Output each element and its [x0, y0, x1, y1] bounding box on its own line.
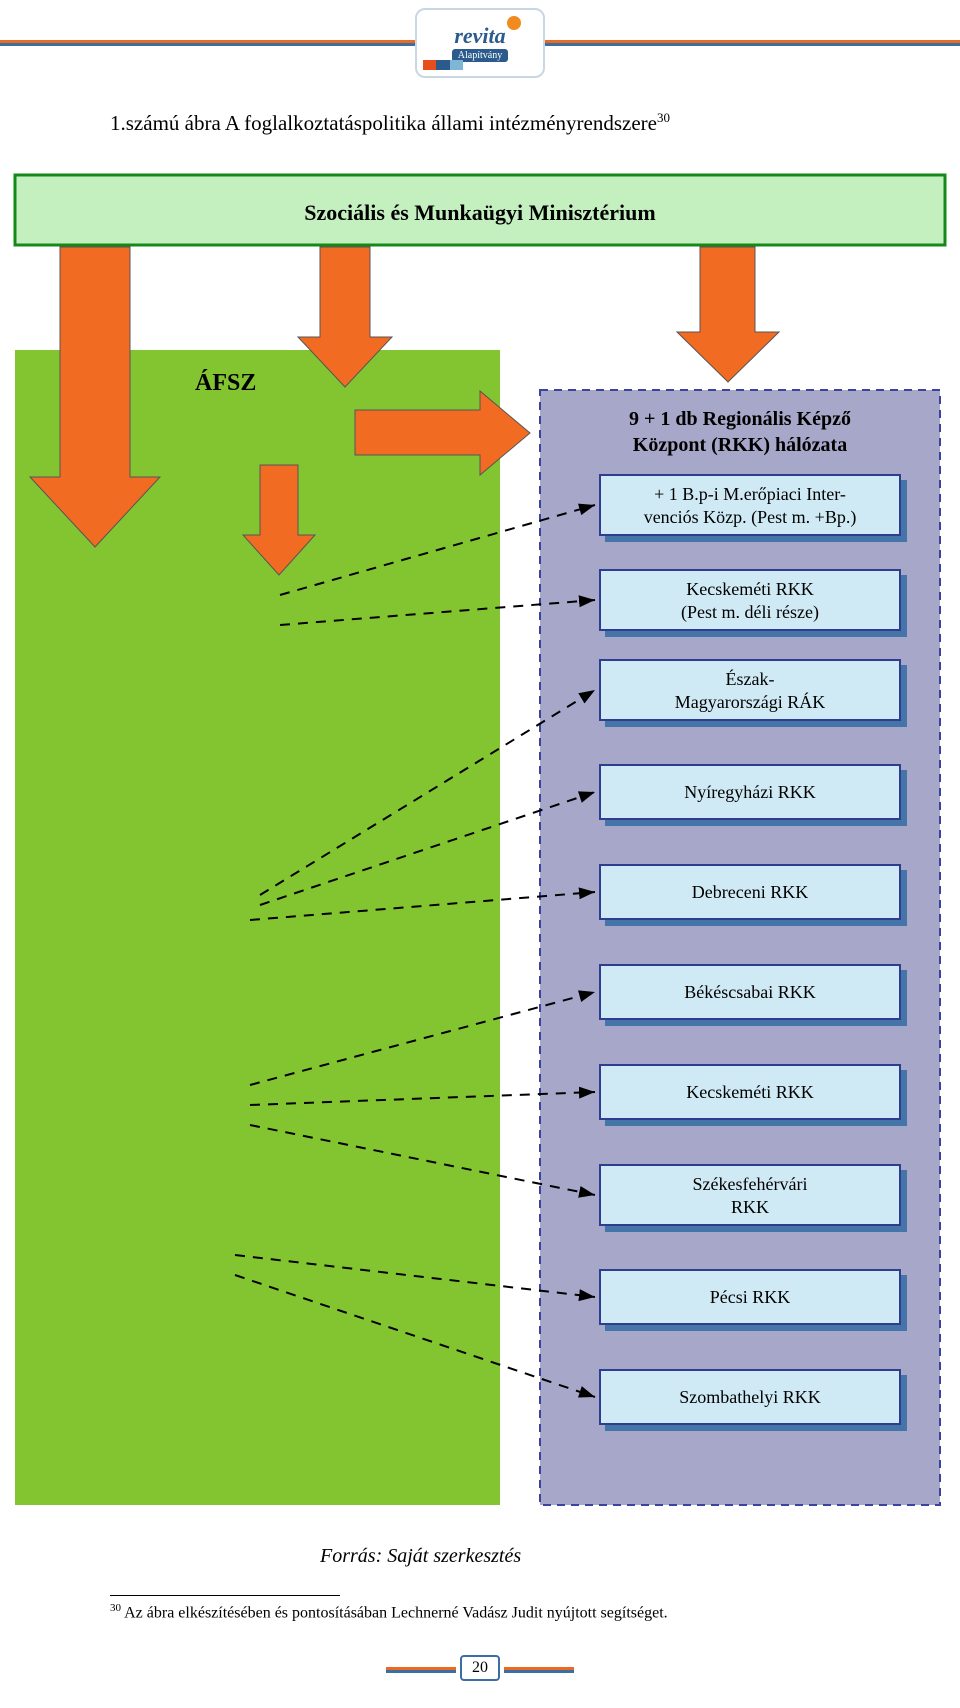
svg-text:Kecskeméti RKK: Kecskeméti RKK	[686, 1082, 813, 1102]
svg-text:Székesfehérvári: Székesfehérvári	[693, 1174, 808, 1194]
svg-text:Szombathelyi RKK: Szombathelyi RKK	[679, 1387, 821, 1407]
page-number: 20	[386, 1655, 574, 1681]
figure-caption: 1.számú ábra A foglalkoztatáspolitika ál…	[110, 110, 850, 136]
svg-text:RKK: RKK	[731, 1197, 769, 1217]
svg-text:venciós Közp. (Pest m. +Bp.): venciós Közp. (Pest m. +Bp.)	[644, 507, 857, 528]
afsz-label: ÁFSZ	[195, 370, 256, 396]
source-line: Forrás: Saját szerkesztés	[320, 1545, 521, 1568]
svg-text:Magyarországi RÁK: Magyarországi RÁK	[675, 691, 825, 712]
node-4: Debreceni RKK	[600, 865, 900, 919]
node-3: Nyíregyházi RKK	[600, 765, 900, 819]
node-9: Szombathelyi RKK	[600, 1370, 900, 1424]
svg-text:Észak-: Észak-	[726, 668, 775, 689]
svg-text:Debreceni RKK: Debreceni RKK	[692, 882, 808, 902]
svg-text:Békéscsabai RKK: Békéscsabai RKK	[684, 982, 815, 1002]
node-5: Békéscsabai RKK	[600, 965, 900, 1019]
node-0: + 1 B.p-i M.erőpiaci Inter- venciós Közp…	[600, 475, 900, 535]
footnote-rule	[110, 1595, 340, 1596]
arrow-ministry-to-network	[677, 247, 779, 382]
logo-badge: revita Alapítvány	[415, 8, 545, 78]
network-title-l1: 9 + 1 db Regionális Képző	[629, 408, 851, 430]
svg-text:(Pest m. déli része): (Pest m. déli része)	[681, 602, 819, 623]
svg-text:Kecskeméti RKK: Kecskeméti RKK	[686, 579, 813, 599]
node-7: Székesfehérvári RKK	[600, 1165, 900, 1225]
network-panel	[540, 390, 940, 1505]
org-diagram: Szociális és Munkaügyi Minisztérium ÁFSZ…	[0, 165, 960, 1530]
network-title-l2: Központ (RKK) hálózata	[633, 434, 847, 456]
node-2: Észak- Magyarországi RÁK	[600, 660, 900, 720]
svg-text:Pécsi RKK: Pécsi RKK	[710, 1287, 791, 1307]
node-1: Kecskeméti RKK (Pest m. déli része)	[600, 570, 900, 630]
svg-text:Nyíregyházi RKK: Nyíregyházi RKK	[684, 782, 815, 802]
logo-text: revita	[454, 25, 505, 47]
footnote: 30 Az ábra elkészítésében és pontosításá…	[110, 1602, 850, 1622]
node-6: Kecskeméti RKK	[600, 1065, 900, 1119]
node-8: Pécsi RKK	[600, 1270, 900, 1324]
ministry-label: Szociális és Munkaügyi Minisztérium	[304, 200, 655, 225]
svg-text:+ 1 B.p-i M.erőpiaci Inter-: + 1 B.p-i M.erőpiaci Inter-	[654, 484, 846, 504]
